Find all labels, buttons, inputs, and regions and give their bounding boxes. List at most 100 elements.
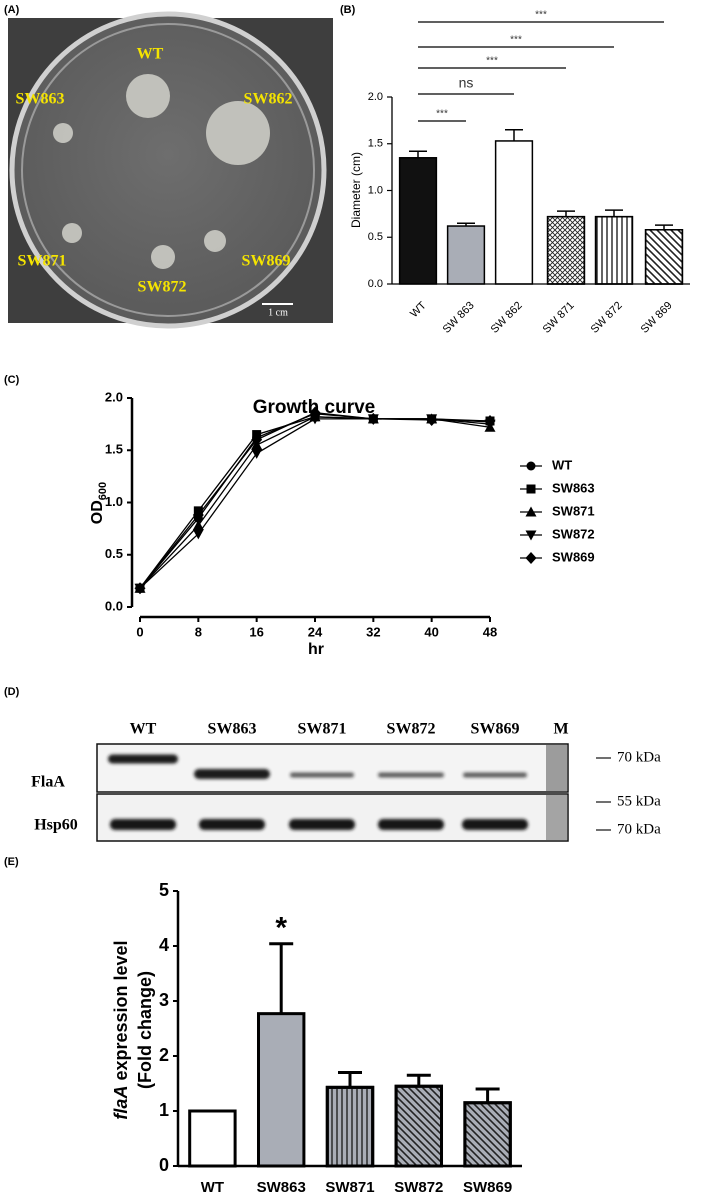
x-tick-label: WT (201, 1179, 224, 1196)
marker (525, 552, 537, 564)
x-tick-label: 40 (424, 624, 438, 639)
y-tick-label: 5 (159, 880, 169, 900)
legend-label: SW872 (552, 526, 595, 541)
marker (134, 582, 146, 595)
chart-title: Growth curve (253, 397, 375, 418)
bar-hatch (644, 229, 684, 285)
marker (251, 448, 263, 459)
colony (206, 101, 270, 165)
legend-label: SW863 (552, 480, 595, 495)
band (289, 819, 355, 830)
bar (494, 140, 534, 285)
band (378, 819, 444, 830)
y-tick-label: 0.5 (105, 546, 123, 561)
y-axis-label: Diameter (cm) (349, 152, 363, 228)
lane-label: SW863 (208, 721, 257, 738)
y-axis-label-line2: (Fold change) (135, 971, 155, 1089)
colony (126, 74, 170, 118)
bar (256, 1012, 306, 1168)
x-tick-label: WT (408, 299, 429, 320)
y-tick-label: 1.5 (368, 138, 383, 150)
colony (62, 223, 82, 243)
x-tick-label: SW 869 (639, 300, 675, 336)
colony-label: SW871 (18, 253, 67, 270)
x-tick-label: SW863 (257, 1179, 306, 1196)
bar-hatch (394, 1084, 444, 1168)
marker (426, 413, 438, 426)
marker (309, 406, 321, 419)
series-line (139, 416, 491, 589)
band (108, 754, 178, 764)
marker-label: 70 kDa (617, 749, 661, 765)
x-tick-label: SW 871 (541, 300, 577, 336)
colony-label: SW869 (242, 253, 291, 270)
band (462, 819, 528, 830)
marker (251, 433, 263, 446)
y-axis-label: OD600 (89, 482, 109, 524)
annotation: * (275, 912, 287, 945)
y-tick-label: 0.0 (368, 278, 383, 290)
significance-label: *** (510, 35, 522, 46)
marker (367, 412, 379, 425)
x-tick-label: SW 862 (489, 300, 525, 336)
x-tick-label: SW 863 (441, 300, 477, 336)
marker (192, 509, 204, 522)
significance-label: *** (535, 10, 547, 21)
blot-top (96, 743, 569, 793)
marker (309, 414, 321, 425)
y-axis-label-italic: flaA (111, 1086, 131, 1120)
series-line (139, 418, 491, 589)
x-tick-label: 16 (249, 624, 263, 639)
y-axis-label: flaA expression level (111, 940, 131, 1119)
row-label: Hsp60 (34, 817, 78, 834)
marker-lane (546, 795, 567, 840)
marker (526, 484, 536, 494)
x-tick-label: 0 (136, 624, 143, 639)
marker (525, 506, 537, 517)
series-line (139, 411, 491, 589)
y-tick-label: 0.5 (368, 231, 383, 243)
y-tick-label: 0 (159, 1155, 169, 1175)
bar (188, 1109, 237, 1168)
marker-label: 55 kDa (617, 793, 661, 809)
y-tick-label: 2 (159, 1045, 169, 1065)
colony (151, 245, 175, 269)
x-tick-label: SW 872 (589, 300, 625, 336)
y-tick-label: 1 (159, 1100, 169, 1120)
lane-label: M (553, 721, 568, 738)
colony-label: SW862 (244, 91, 293, 108)
marker (192, 519, 204, 530)
x-tick-label: 48 (483, 624, 497, 639)
dish-rim (21, 23, 315, 317)
bar-hatch (546, 215, 586, 285)
y-tick-label: 1.0 (368, 184, 383, 196)
marker-label: 70 kDa (617, 821, 661, 837)
bar (398, 157, 438, 285)
colony-label: WT (137, 46, 164, 63)
y-tick-label: 0.0 (105, 598, 123, 613)
x-tick-label: SW869 (463, 1179, 512, 1196)
panel-label: (B) (340, 4, 356, 16)
y-tick-label: 1.0 (105, 494, 123, 509)
lane-label: SW872 (387, 721, 436, 738)
marker-lane (546, 745, 567, 791)
y-tick-label: 2.0 (105, 389, 123, 404)
series-line (139, 413, 491, 589)
y-axis-label-sub: 600 (97, 482, 109, 500)
x-tick-label: SW872 (394, 1179, 443, 1196)
panel-label: (E) (4, 856, 19, 868)
panel-label: (A) (4, 4, 20, 16)
marker (525, 530, 537, 541)
band (463, 772, 527, 778)
x-axis-label: hr (308, 641, 324, 658)
row-label: FlaA (31, 774, 65, 791)
band (378, 772, 444, 778)
y-tick-label: 4 (159, 935, 169, 955)
marker (484, 414, 496, 427)
marker (526, 461, 536, 471)
bar-hatch (325, 1085, 375, 1168)
band (194, 769, 270, 779)
y-tick-label: 2.0 (368, 91, 383, 103)
bar (446, 225, 486, 285)
significance-label: *** (486, 56, 498, 67)
